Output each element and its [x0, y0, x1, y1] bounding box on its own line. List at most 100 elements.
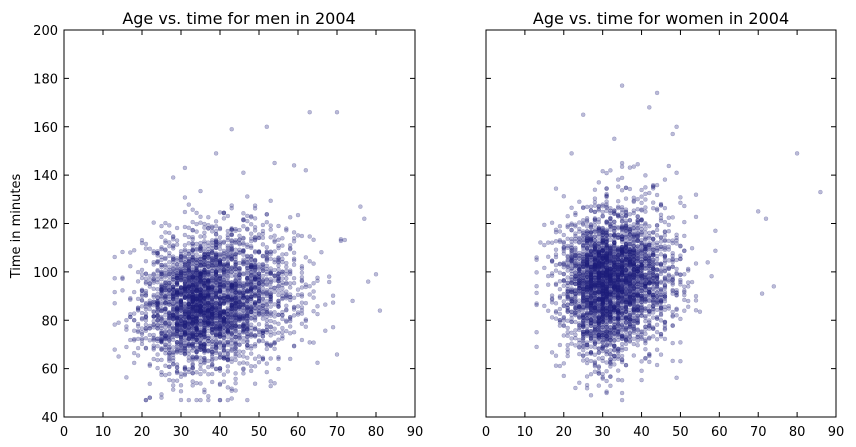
men-data-point [276, 312, 281, 317]
men-data-point [221, 267, 227, 272]
women-data-point [596, 203, 602, 209]
men-data-point [256, 274, 262, 280]
men-data-point [147, 281, 153, 287]
men-x-tick-label: 60 [290, 425, 307, 440]
men-data-point [280, 329, 285, 335]
men-data-point [245, 268, 250, 274]
men-data-point [131, 338, 137, 343]
men-data-point [167, 287, 172, 292]
men-data-point [272, 381, 277, 386]
men-data-point [264, 251, 270, 256]
women-data-point [670, 215, 675, 220]
men-data-point [217, 303, 223, 309]
men-data-point [182, 332, 188, 337]
men-data-point [202, 257, 207, 263]
men-data-point [202, 369, 207, 374]
men-data-point [206, 358, 211, 364]
men-data-point [229, 344, 234, 349]
men-data-point [186, 267, 192, 273]
men-data-point [174, 314, 180, 319]
men-data-point [190, 291, 195, 297]
men-data-point [170, 291, 176, 297]
men-outlier-point [147, 395, 153, 400]
women-data-point [545, 282, 551, 287]
men-data-point [182, 224, 188, 230]
men-data-point [159, 306, 164, 311]
men-data-point [245, 361, 250, 366]
women-data-point [557, 270, 563, 275]
men-data-point [206, 297, 211, 303]
men-data-point [186, 202, 192, 207]
men-data-point [182, 311, 188, 317]
men-data-point [206, 291, 211, 296]
men-data-point [280, 295, 285, 301]
men-data-point [248, 364, 254, 369]
men-data-point [291, 262, 297, 268]
men-data-point [245, 276, 250, 281]
men-data-point [178, 374, 184, 380]
women-data-point [674, 266, 679, 272]
women-data-point [565, 258, 570, 264]
men-data-point [163, 274, 168, 279]
men-outlier-point [182, 165, 188, 171]
men-data-point [213, 260, 219, 265]
men-data-point [276, 284, 281, 289]
men-outlier-point [272, 160, 277, 166]
women-data-point [565, 275, 570, 280]
men-data-point [213, 245, 219, 250]
men-data-point [225, 237, 231, 243]
women-data-point [592, 352, 598, 358]
men-data-point [182, 249, 188, 254]
men-data-point [178, 327, 184, 333]
men-data-point [217, 284, 223, 290]
men-outlier-point [350, 298, 355, 304]
men-data-point [178, 303, 184, 309]
men-data-point [276, 223, 281, 229]
men-data-point [248, 236, 254, 241]
men-data-point [198, 341, 203, 347]
men-data-point [229, 243, 234, 249]
men-data-point [159, 347, 164, 352]
men-data-point [206, 341, 211, 347]
women-data-point [709, 273, 714, 279]
men-data-point [295, 292, 301, 298]
men-data-point [206, 226, 211, 231]
men-data-point [186, 225, 192, 231]
men-data-point [233, 357, 238, 363]
men-data-point [206, 397, 211, 403]
men-data-point [229, 238, 234, 243]
men-data-point [186, 251, 192, 257]
women-data-point [615, 214, 621, 219]
women-data-point [662, 219, 668, 225]
men-data-point [225, 334, 231, 340]
men-data-point [159, 337, 164, 342]
men-data-point [198, 312, 203, 317]
men-data-point [245, 318, 250, 324]
men-data-point [190, 298, 195, 304]
men-data-point [315, 311, 320, 317]
men-data-point [284, 268, 289, 274]
men-data-point [256, 249, 262, 255]
men-data-point [159, 287, 164, 293]
men-data-point [280, 252, 285, 257]
men-data-point [128, 311, 133, 317]
men-data-point [237, 349, 242, 354]
women-data-point [600, 358, 605, 364]
men-data-point [291, 295, 297, 301]
men-data-point [209, 229, 215, 234]
men-data-point [198, 362, 203, 368]
men-data-point [276, 366, 281, 372]
men-data-point [186, 306, 192, 312]
men-data-point [241, 339, 246, 345]
men-data-point [155, 279, 160, 285]
men-data-point [170, 330, 176, 335]
men-data-point [147, 363, 153, 368]
men-data-point [186, 297, 192, 302]
men-data-point [287, 269, 293, 275]
men-data-point [264, 252, 270, 258]
men-data-point [252, 308, 258, 314]
men-data-point [151, 336, 156, 342]
men-data-point [202, 325, 207, 330]
men-data-point [264, 288, 270, 293]
men-data-point [124, 344, 129, 350]
